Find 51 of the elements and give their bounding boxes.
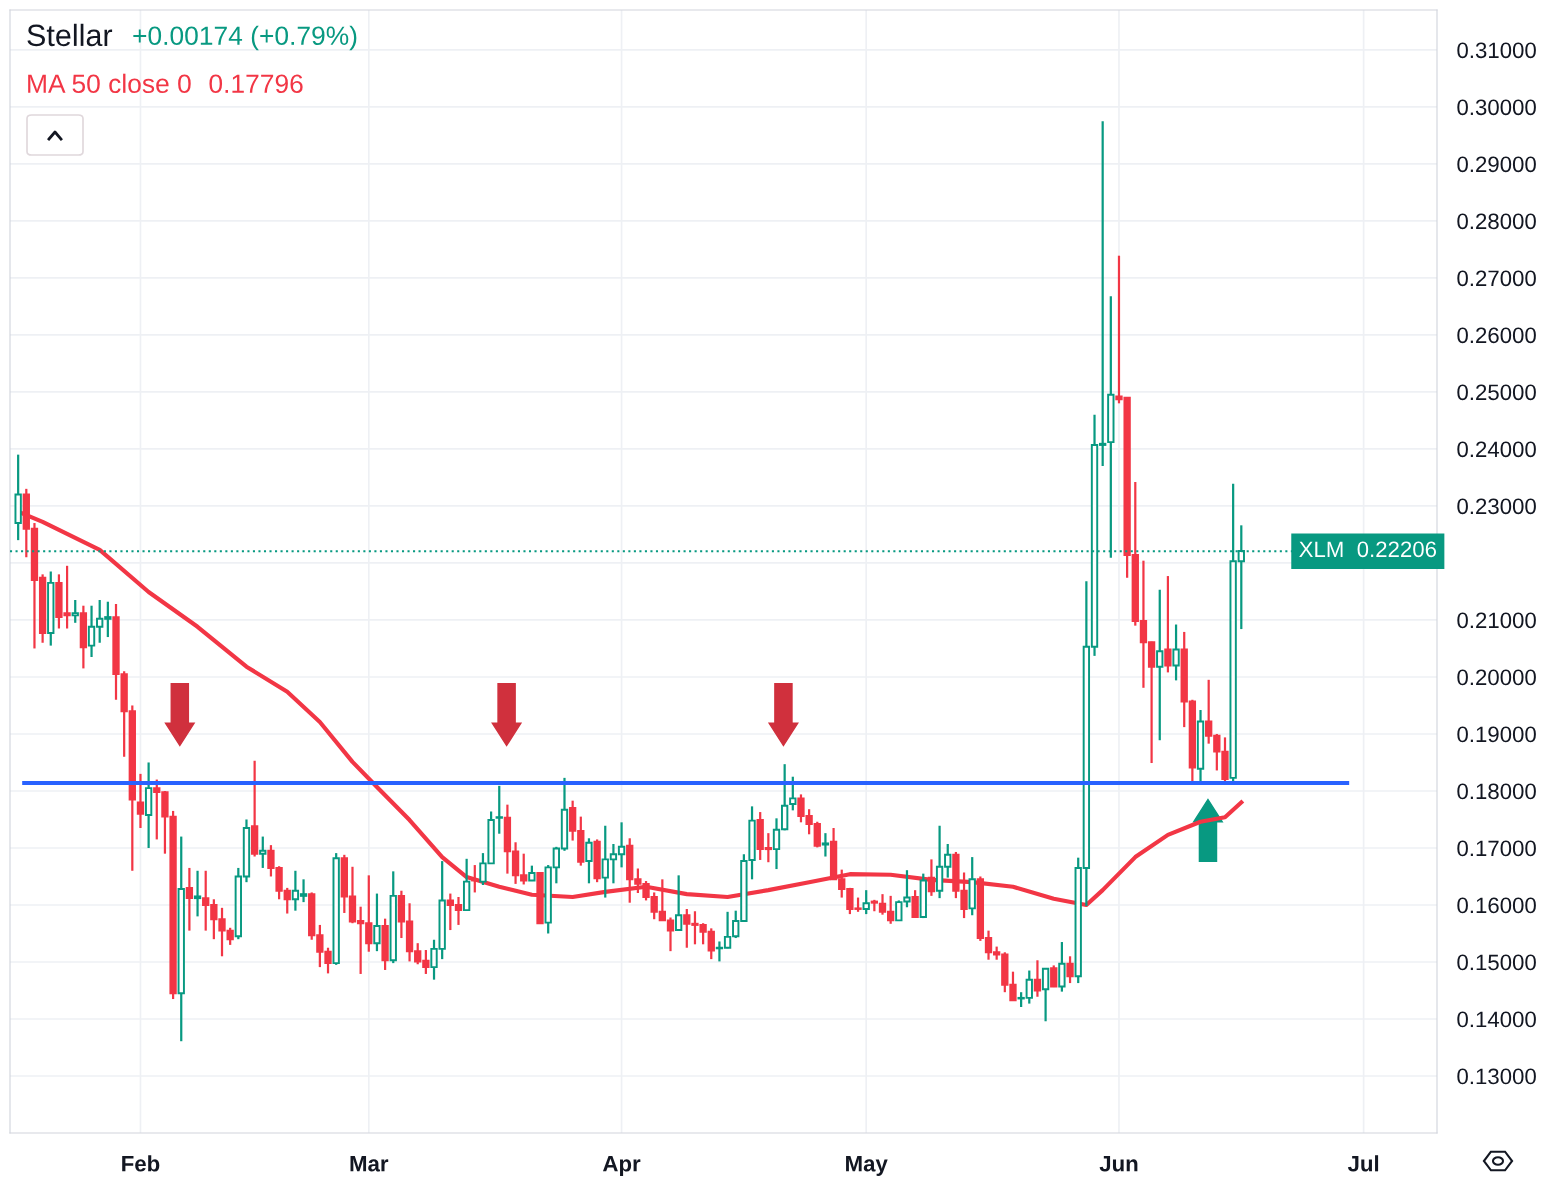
candlestick: [259, 835, 267, 870]
candlestick: [373, 892, 381, 953]
x-tick-label: Jul: [1347, 1155, 1379, 1172]
candlestick: [789, 775, 797, 812]
y-tick-label: 0.21000: [1457, 612, 1536, 629]
candlestick: [1058, 940, 1066, 993]
y-tick-label: 0.31000: [1457, 42, 1536, 59]
y-tick-label: 0.29000: [1457, 156, 1536, 173]
y-tick-label: 0.19000: [1457, 726, 1536, 743]
x-tick-label: May: [846, 1156, 888, 1176]
y-tick-label: 0.13000: [1457, 1068, 1536, 1085]
y-tick-label: 0.26000: [1457, 327, 1536, 344]
candlestick: [495, 784, 503, 835]
y-tick-label: 0.27000: [1457, 270, 1536, 287]
candlestick: [185, 866, 194, 932]
y-tick-label: 0.28000: [1457, 213, 1536, 230]
candlestick: [1041, 967, 1050, 1023]
candlestick: [71, 598, 79, 624]
y-tick-label: 0.20000: [1457, 669, 1536, 686]
candlestick: [471, 863, 479, 894]
candlestick: [1033, 959, 1042, 998]
y-tick-label: 0.15000: [1457, 954, 1536, 971]
candlestick: [585, 837, 593, 885]
candlestick: [136, 772, 145, 830]
y-tick-label: 0.30000: [1457, 99, 1536, 116]
candlestick: [1164, 574, 1172, 674]
y-tick-label: 0.25000: [1457, 384, 1536, 401]
x-tick-label: Mar: [350, 1156, 389, 1172]
x-tick-label: Apr: [602, 1156, 641, 1176]
x-tick-label: Feb: [122, 1155, 160, 1172]
candlestick: [1066, 955, 1074, 985]
candlestick: [862, 889, 870, 916]
y-tick-label: 0.18000: [1457, 783, 1536, 800]
candlestick: [911, 889, 919, 919]
chart-title: Stellar: [27, 23, 113, 47]
annotation: 0.17796: [209, 74, 303, 94]
y-tick-label: 0.16000: [1457, 897, 1536, 914]
y-tick-label: 0.24000: [1457, 441, 1536, 458]
y-tick-label: 0.23000: [1457, 498, 1536, 515]
y-tick-label: 0.14000: [1457, 1011, 1536, 1028]
text: +0.00174 (+0.79%): [133, 25, 357, 51]
candlestick: [821, 832, 830, 858]
text: MA 50 close 0: [28, 73, 191, 94]
candlestick: [674, 874, 683, 932]
x-tick-label: Jun: [1099, 1156, 1138, 1172]
candlestick: [193, 869, 202, 918]
candlestick: [927, 858, 936, 897]
candlestick: [1156, 588, 1164, 742]
candlestick: [1172, 623, 1180, 682]
y-tick-label: 0.17000: [1457, 840, 1536, 857]
ref-line-label: XLM 0.22206: [1299, 541, 1437, 558]
